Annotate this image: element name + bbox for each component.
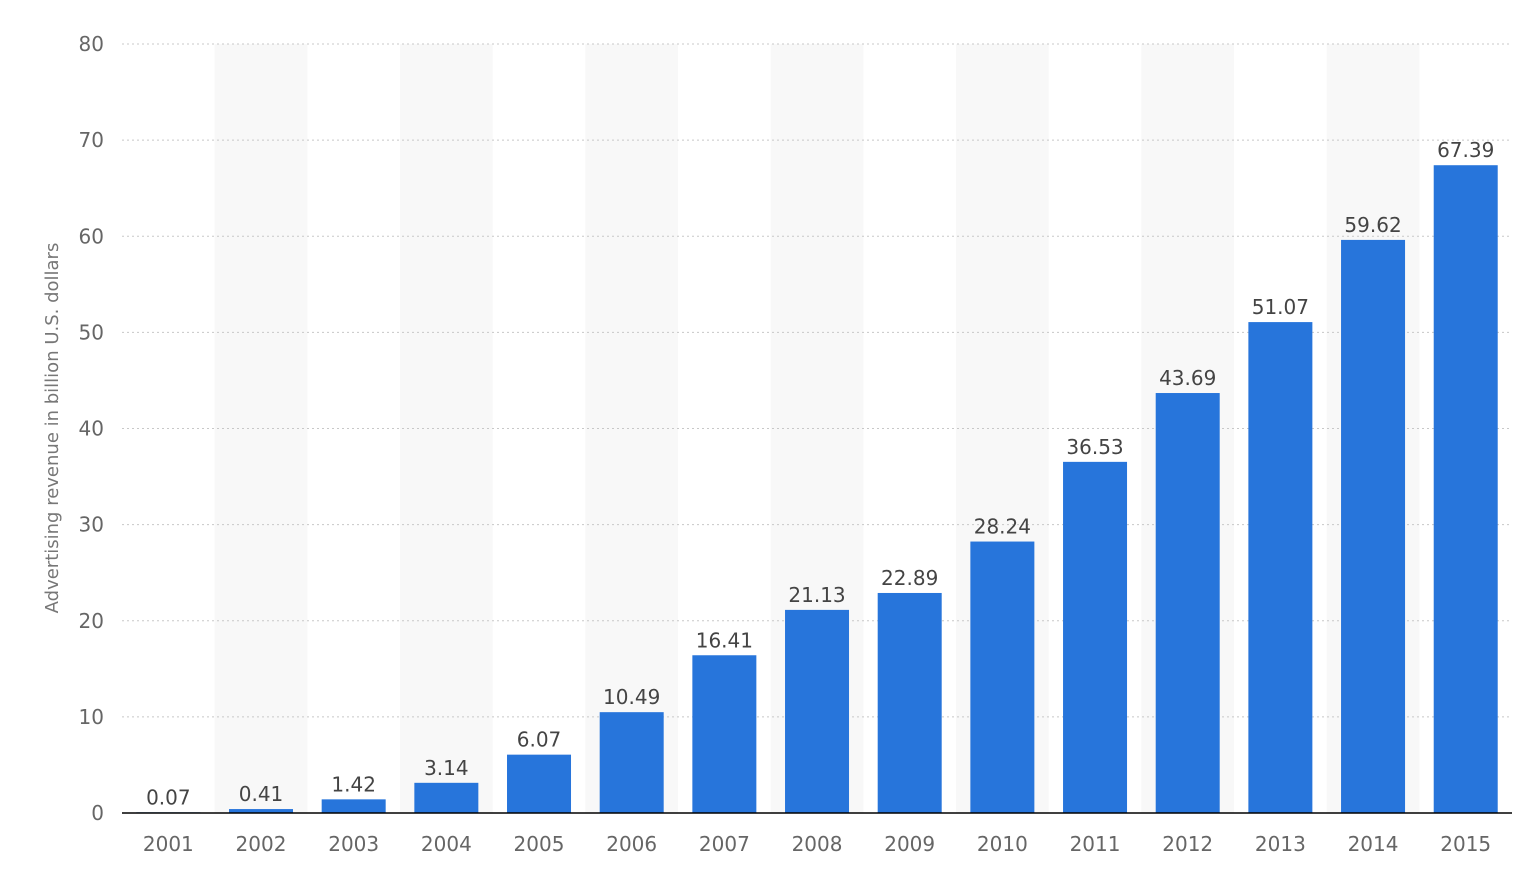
- data-label-2006: 10.49: [603, 685, 660, 709]
- x-tick-label-2010: 2010: [977, 832, 1028, 856]
- x-tick-label-2008: 2008: [792, 832, 843, 856]
- data-label-2015: 67.39: [1437, 138, 1494, 162]
- bar-2008: [785, 609, 850, 813]
- data-label-2012: 43.69: [1159, 366, 1216, 390]
- y-tick-label: 50: [79, 320, 104, 344]
- x-tick-label-2009: 2009: [884, 832, 935, 856]
- x-axis-ticks: 2001 2002 2003 2004 2005 2006 2007 2008 2009 2010…: [143, 832, 1491, 856]
- bar-2011: [1063, 461, 1128, 813]
- bar-2007: [692, 655, 757, 813]
- data-label-2007: 16.41: [696, 628, 753, 652]
- bar-2010: [970, 541, 1035, 813]
- y-tick-label: 0: [91, 801, 104, 825]
- data-label-2011: 36.53: [1066, 435, 1123, 459]
- data-label-2004: 3.14: [424, 756, 469, 780]
- x-tick-label-2012: 2012: [1162, 832, 1213, 856]
- data-label-2003: 1.42: [331, 772, 376, 796]
- bars: [136, 165, 1498, 813]
- data-label-2001: 0.07: [146, 785, 191, 809]
- data-label-2009: 22.89: [881, 566, 938, 590]
- bar-2003: [321, 799, 386, 813]
- x-tick-label-2014: 2014: [1348, 832, 1399, 856]
- y-tick-label: 40: [79, 417, 104, 441]
- y-axis-ticks: 0 10 20 30 40 50 60 70 80: [79, 32, 104, 825]
- bar-2005: [507, 754, 572, 813]
- bar-2014: [1341, 239, 1406, 813]
- data-label-2014: 59.62: [1344, 213, 1401, 237]
- data-label-2008: 21.13: [788, 583, 845, 607]
- bar-2006: [599, 712, 664, 813]
- bar-2004: [414, 782, 479, 813]
- column-band-2002: [214, 44, 308, 813]
- data-label-2005: 6.07: [517, 728, 562, 752]
- y-axis-title: Advertising revenue in billion U.S. doll…: [42, 243, 63, 614]
- y-tick-label: 70: [79, 128, 104, 152]
- data-label-2010: 28.24: [974, 515, 1031, 539]
- bar-2015: [1433, 165, 1498, 813]
- x-tick-label-2007: 2007: [699, 832, 750, 856]
- y-tick-label: 80: [79, 32, 104, 56]
- bar-2002: [229, 809, 294, 813]
- y-tick-label: 10: [79, 705, 104, 729]
- x-tick-label-2006: 2006: [606, 832, 657, 856]
- x-tick-label-2013: 2013: [1255, 832, 1306, 856]
- y-tick-label: 20: [79, 609, 104, 633]
- x-tick-label-2002: 2002: [236, 832, 287, 856]
- data-labels: 0.07 0.41 1.42 3.14 6.07 10.49 16.41 21.13 22.89…: [146, 138, 1494, 809]
- x-tick-label-2011: 2011: [1070, 832, 1121, 856]
- data-label-2002: 0.41: [239, 782, 284, 806]
- bar-2009: [877, 592, 942, 813]
- y-tick-label: 30: [79, 513, 104, 537]
- x-tick-label-2004: 2004: [421, 832, 472, 856]
- x-tick-label-2015: 2015: [1440, 832, 1491, 856]
- x-tick-label-2003: 2003: [328, 832, 379, 856]
- bar-2013: [1248, 322, 1313, 813]
- x-tick-label-2005: 2005: [514, 832, 565, 856]
- x-tick-label-2001: 2001: [143, 832, 194, 856]
- y-tick-label: 60: [79, 224, 104, 248]
- data-label-2013: 51.07: [1252, 295, 1309, 319]
- bar-2012: [1155, 393, 1220, 813]
